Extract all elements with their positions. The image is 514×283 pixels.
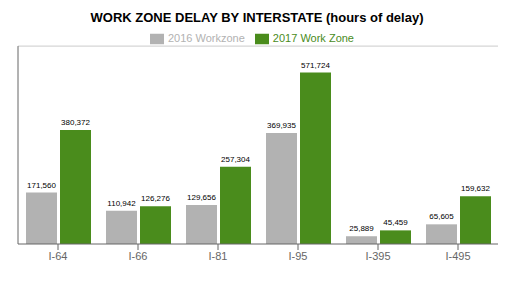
html-text:2017 Work Zone: 2017 Work Zone — [272, 32, 354, 44]
svg-text:65,605: 65,605 — [429, 212, 454, 221]
html-text:WORK ZONE DELAY BY INTERSTATE: WORK ZONE DELAY BY INTERSTATE (hours of … — [90, 10, 424, 25]
svg-text:159,632: 159,632 — [461, 184, 490, 193]
svg-text:110,942: 110,942 — [107, 199, 136, 208]
svg-text:I-95: I-95 — [289, 250, 308, 262]
svg-text:I-495: I-495 — [445, 250, 470, 262]
svg-text:126,276: 126,276 — [141, 194, 170, 203]
svg-text:571,724: 571,724 — [301, 61, 330, 70]
svg-text:I-81: I-81 — [209, 250, 228, 262]
svg-text:380,372: 380,372 — [61, 118, 90, 127]
svg-text:369,935: 369,935 — [267, 121, 296, 130]
svg-text:257,304: 257,304 — [221, 155, 250, 164]
svg-text:25,889: 25,889 — [349, 224, 374, 233]
svg-text:I-66: I-66 — [129, 250, 148, 262]
svg-text:I-64: I-64 — [49, 250, 68, 262]
svg-text:45,459: 45,459 — [383, 218, 408, 227]
svg-text:I-395: I-395 — [365, 250, 390, 262]
svg-text:129,656: 129,656 — [187, 193, 216, 202]
html-text:2016 Workzone: 2016 Workzone — [168, 32, 245, 44]
svg-text:171,560: 171,560 — [27, 181, 56, 190]
